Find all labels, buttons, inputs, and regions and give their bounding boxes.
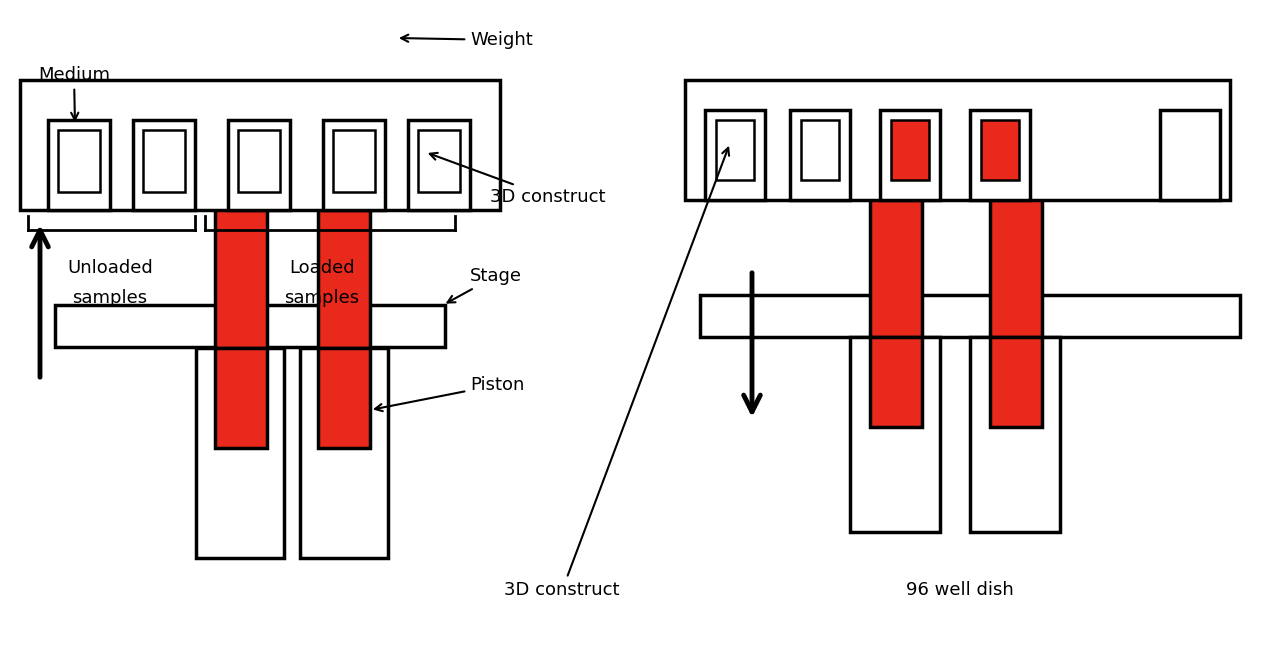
Text: 3D construct: 3D construct — [430, 153, 605, 206]
Bar — [870, 337, 922, 427]
Bar — [317, 175, 370, 445]
Bar — [238, 130, 280, 192]
Bar — [300, 348, 388, 558]
Bar — [881, 110, 940, 200]
Bar — [215, 348, 268, 448]
Text: Stage: Stage — [448, 267, 522, 302]
Bar — [133, 120, 195, 210]
Text: Medium: Medium — [38, 66, 110, 120]
Bar — [58, 130, 100, 192]
Text: samples: samples — [73, 289, 147, 307]
Bar — [716, 120, 754, 180]
Bar — [228, 120, 291, 210]
Bar — [801, 120, 838, 180]
Bar — [419, 130, 460, 192]
Bar — [408, 120, 470, 210]
Bar — [143, 130, 186, 192]
Text: Unloaded: Unloaded — [67, 259, 152, 277]
Bar — [196, 348, 284, 558]
Bar — [317, 348, 370, 448]
Text: 96 well dish: 96 well dish — [906, 581, 1014, 599]
Text: 3D construct: 3D construct — [504, 148, 730, 599]
Bar — [980, 120, 1019, 180]
Bar — [989, 175, 1042, 425]
Bar — [850, 337, 940, 532]
Bar — [870, 175, 922, 425]
Bar — [215, 175, 268, 445]
Bar — [685, 80, 1230, 200]
Bar — [970, 337, 1060, 532]
Bar — [55, 305, 445, 347]
Bar — [891, 120, 929, 180]
Bar — [989, 337, 1042, 427]
Bar — [705, 110, 765, 200]
Bar — [323, 120, 385, 210]
Bar — [790, 110, 850, 200]
Text: Piston: Piston — [375, 376, 525, 411]
Text: Weight: Weight — [401, 31, 532, 49]
Bar — [700, 295, 1240, 337]
Bar — [1160, 110, 1220, 200]
Bar — [49, 120, 110, 210]
Text: samples: samples — [284, 289, 360, 307]
Bar — [333, 130, 375, 192]
Bar — [20, 80, 500, 210]
Bar — [970, 110, 1030, 200]
Text: Loaded: Loaded — [289, 259, 355, 277]
